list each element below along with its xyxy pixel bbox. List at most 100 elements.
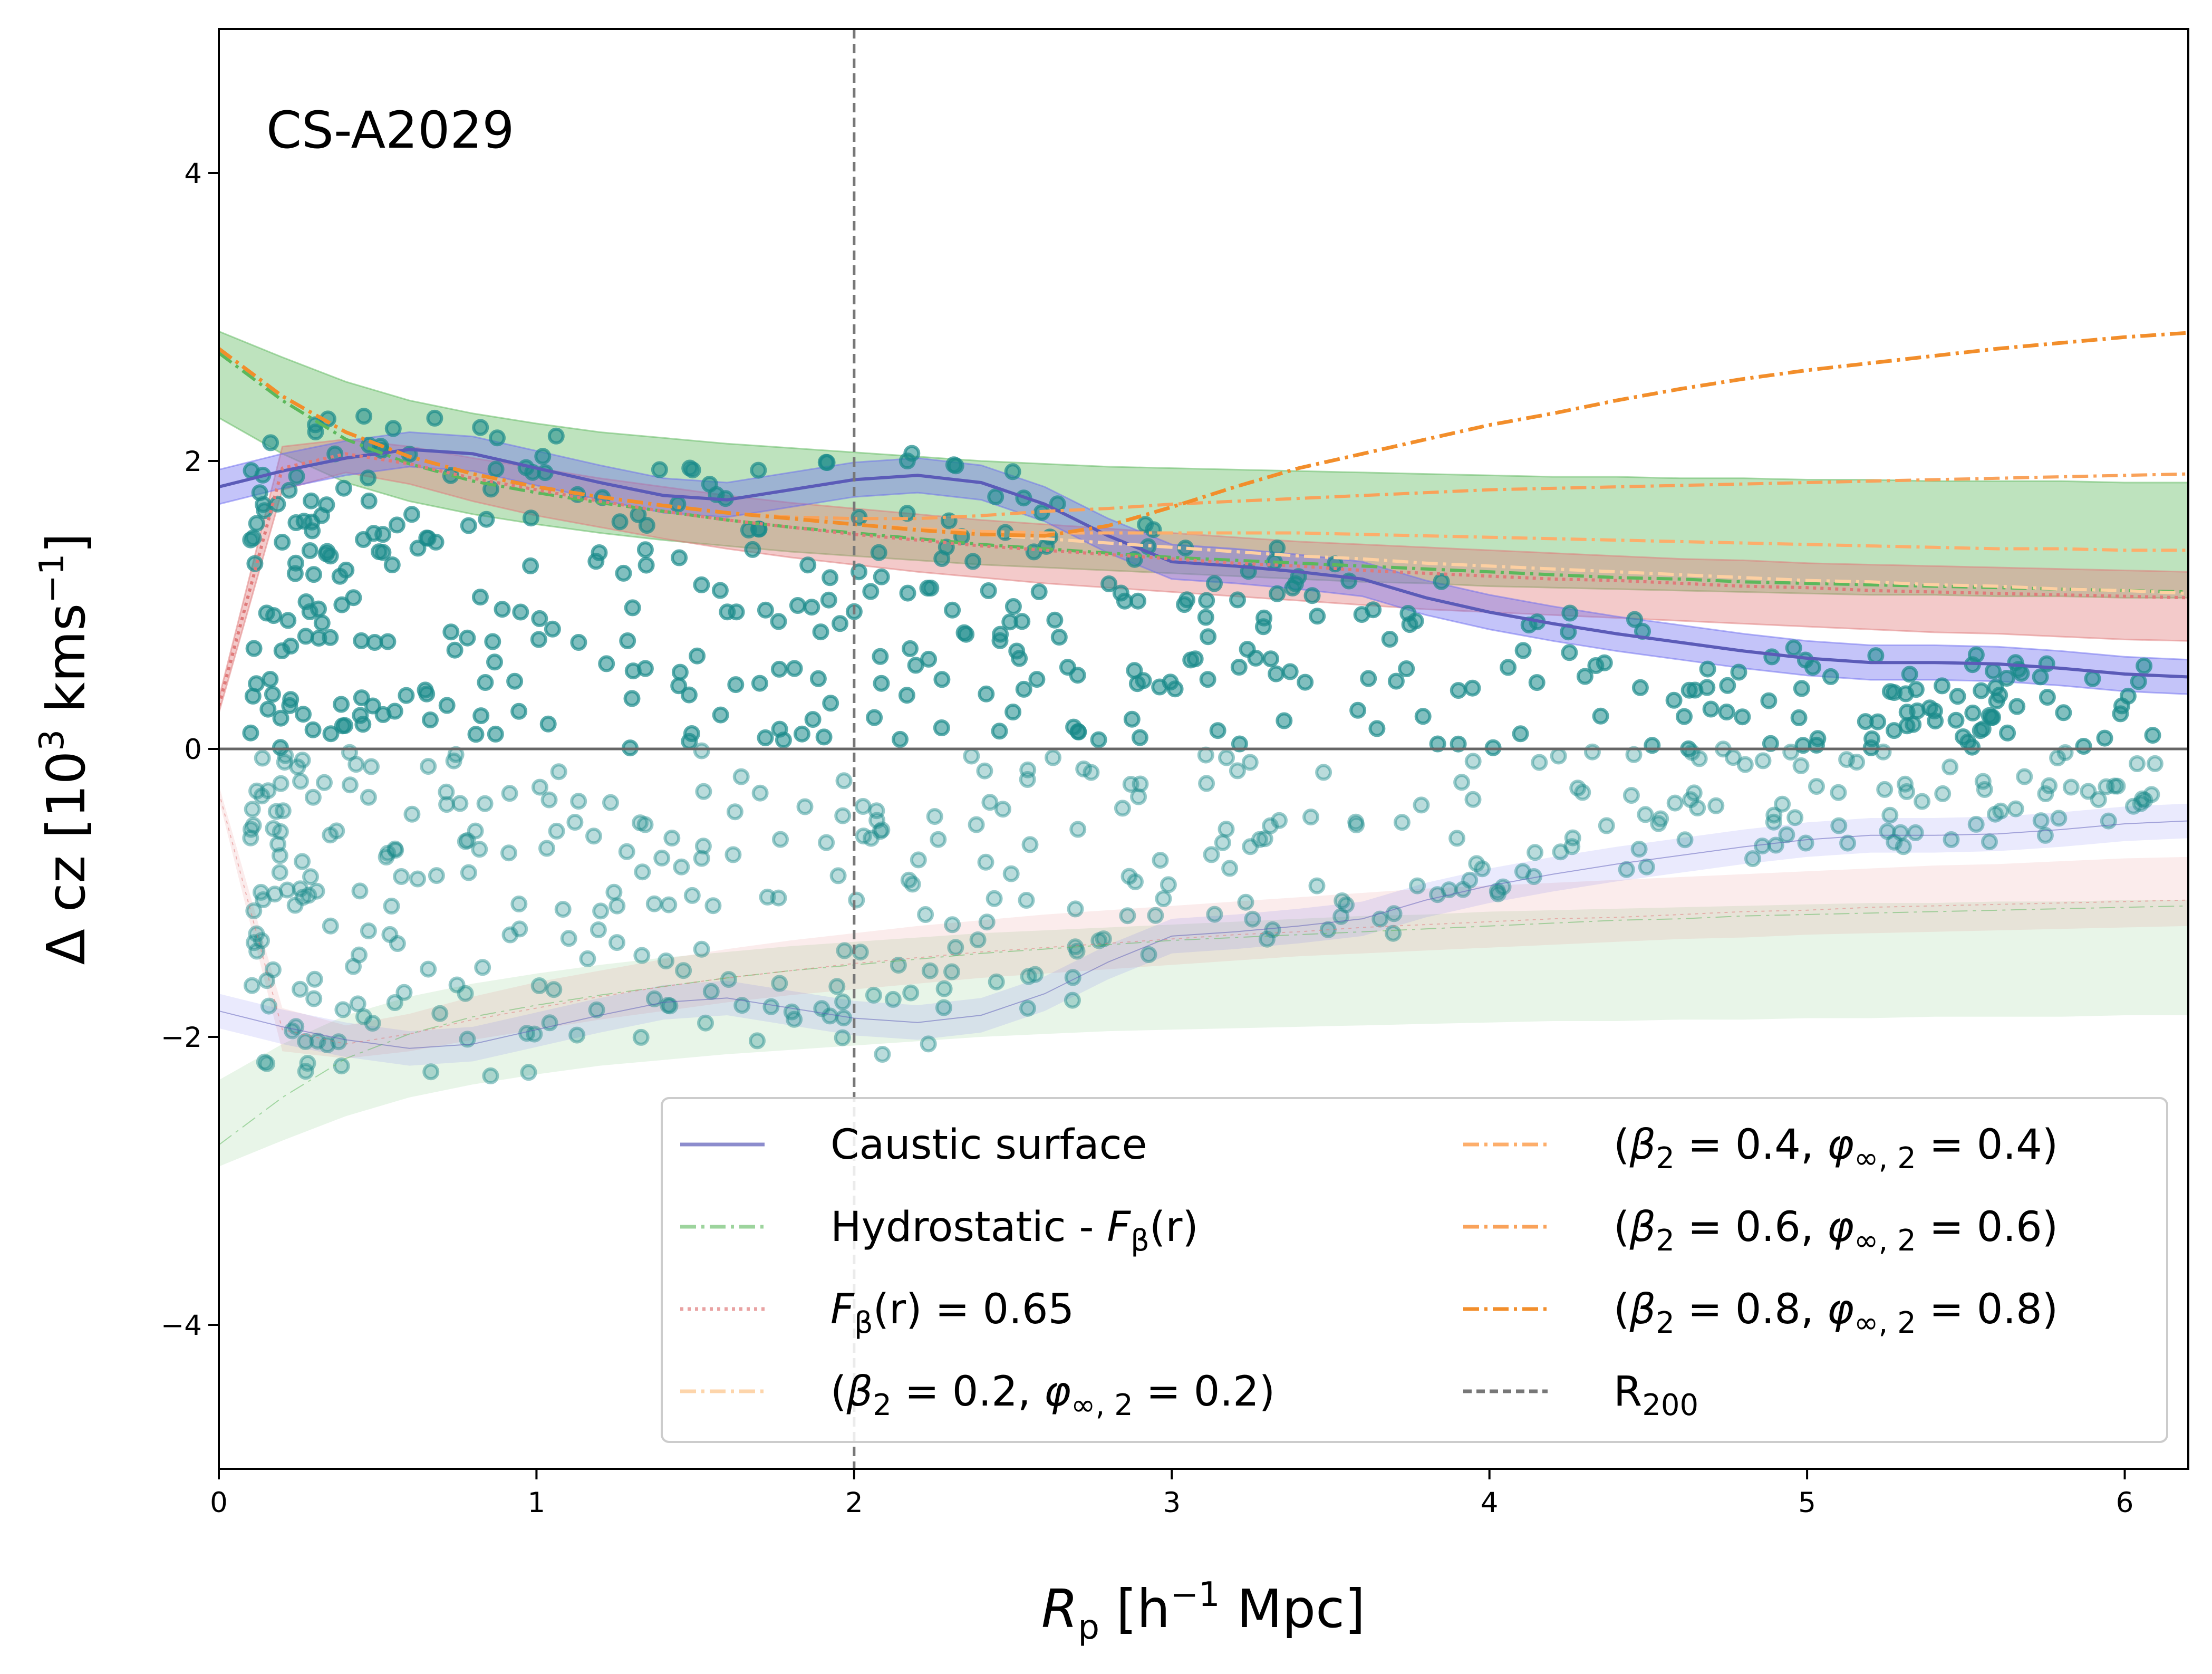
galaxy-point xyxy=(619,632,636,649)
galaxy-point xyxy=(258,604,275,622)
galaxy-point xyxy=(248,782,265,800)
galaxy-point xyxy=(1943,831,1960,848)
galaxy-point xyxy=(459,629,476,647)
galaxy-point xyxy=(267,803,285,820)
galaxy-point xyxy=(1838,751,1856,768)
hydrostatic-band-lower xyxy=(219,900,2188,1167)
galaxy-point xyxy=(494,601,511,618)
galaxy-point xyxy=(374,544,392,561)
galaxy-point xyxy=(615,564,632,582)
galaxy-point xyxy=(547,427,565,445)
galaxy-point xyxy=(438,796,456,813)
galaxy-point xyxy=(1490,885,1507,902)
galaxy-point xyxy=(1514,863,1531,880)
galaxy-point xyxy=(282,638,300,655)
legend-label: R200​ xyxy=(1614,1368,1698,1422)
galaxy-point xyxy=(1561,604,1579,622)
galaxy-point xyxy=(378,849,395,865)
galaxy-point xyxy=(1464,791,1482,808)
galaxy-point xyxy=(1027,966,1044,983)
curve-2-upper xyxy=(219,452,2188,706)
galaxy-point xyxy=(1914,793,1931,810)
galaxy-point xyxy=(1371,910,1389,928)
galaxy-point xyxy=(1762,735,1779,752)
galaxy-point xyxy=(2008,698,2026,715)
galaxy-point xyxy=(1090,932,1108,949)
galaxy-point xyxy=(1090,731,1107,748)
galaxy-point xyxy=(1926,703,1943,719)
galaxy-point xyxy=(579,950,596,967)
galaxy-point xyxy=(1287,575,1304,592)
galaxy-point xyxy=(1830,817,1848,834)
galaxy-point xyxy=(328,822,345,840)
galaxy-point xyxy=(1689,800,1706,816)
galaxy-point xyxy=(245,640,263,657)
curve-1-upper xyxy=(219,351,2188,594)
galaxy-point xyxy=(1561,644,1578,661)
galaxy-point xyxy=(457,833,474,850)
galaxy-point xyxy=(2146,755,2163,772)
galaxy-point xyxy=(980,582,997,599)
galaxy-point xyxy=(1765,806,1783,824)
galaxy-point xyxy=(265,820,282,837)
galaxy-point xyxy=(732,768,750,785)
galaxy-point xyxy=(978,913,996,931)
galaxy-point xyxy=(2039,689,2056,706)
galaxy-point xyxy=(689,647,706,665)
galaxy-point xyxy=(345,589,362,607)
galaxy-point xyxy=(633,947,651,964)
galaxy-point xyxy=(922,580,940,597)
galaxy-point xyxy=(963,747,980,765)
galaxy-point xyxy=(383,898,400,915)
galaxy-point xyxy=(818,834,835,851)
galaxy-point xyxy=(1907,824,1924,841)
galaxy-point xyxy=(771,720,788,738)
galaxy-point xyxy=(1897,775,1914,793)
galaxy-point xyxy=(890,957,907,974)
galaxy-point xyxy=(1790,709,1808,726)
galaxy-point xyxy=(751,675,768,692)
galaxy-point xyxy=(459,832,476,849)
galaxy-point xyxy=(592,902,610,920)
galaxy-point xyxy=(1909,702,1926,719)
galaxy-point xyxy=(2049,749,2066,766)
x-tick-label: 5 xyxy=(1798,1487,1816,1519)
galaxy-point xyxy=(301,542,318,559)
galaxy-point xyxy=(511,920,528,938)
galaxy-point xyxy=(349,995,366,1013)
galaxy-point xyxy=(393,868,410,885)
galaxy-point xyxy=(904,876,921,893)
galaxy-point xyxy=(331,567,349,585)
galaxy-point xyxy=(288,468,305,485)
galaxy-point xyxy=(671,549,688,566)
galaxy-point xyxy=(248,515,265,532)
galaxy-point xyxy=(1626,611,1643,628)
galaxy-point xyxy=(693,576,710,593)
galaxy-point xyxy=(2032,668,2049,686)
galaxy-point xyxy=(987,488,1004,505)
galaxy-point xyxy=(1162,674,1179,691)
galaxy-point xyxy=(1114,800,1131,817)
legend-label: (β2​ = 0.6, φ∞, 2​ = 0.6) xyxy=(1614,1204,2058,1258)
galaxy-point xyxy=(1941,758,1959,776)
galaxy-point xyxy=(1020,968,1037,985)
galaxy-point xyxy=(305,566,322,583)
galaxy-point xyxy=(1050,629,1068,646)
galaxy-point xyxy=(501,785,518,802)
axis-ticks: 0 1 2 3 4 5 6 −4 −2 0 2 4 xyxy=(161,158,2134,1519)
galaxy-point xyxy=(242,829,259,846)
x-tick-label: 4 xyxy=(1481,1487,1499,1519)
galaxy-point xyxy=(697,1014,714,1032)
galaxy-point xyxy=(872,648,889,665)
galaxy-point xyxy=(680,686,698,704)
galaxy-point xyxy=(1785,639,1802,657)
galaxy-point xyxy=(1892,824,1909,841)
galaxy-point xyxy=(1119,907,1136,925)
galaxy-point xyxy=(828,978,846,995)
galaxy-point xyxy=(728,603,745,621)
galaxy-point xyxy=(751,784,769,802)
galaxy-point xyxy=(445,752,462,769)
galaxy-point xyxy=(1348,816,1365,833)
galaxy-point xyxy=(364,1015,381,1032)
galaxy-point xyxy=(2098,778,2115,795)
